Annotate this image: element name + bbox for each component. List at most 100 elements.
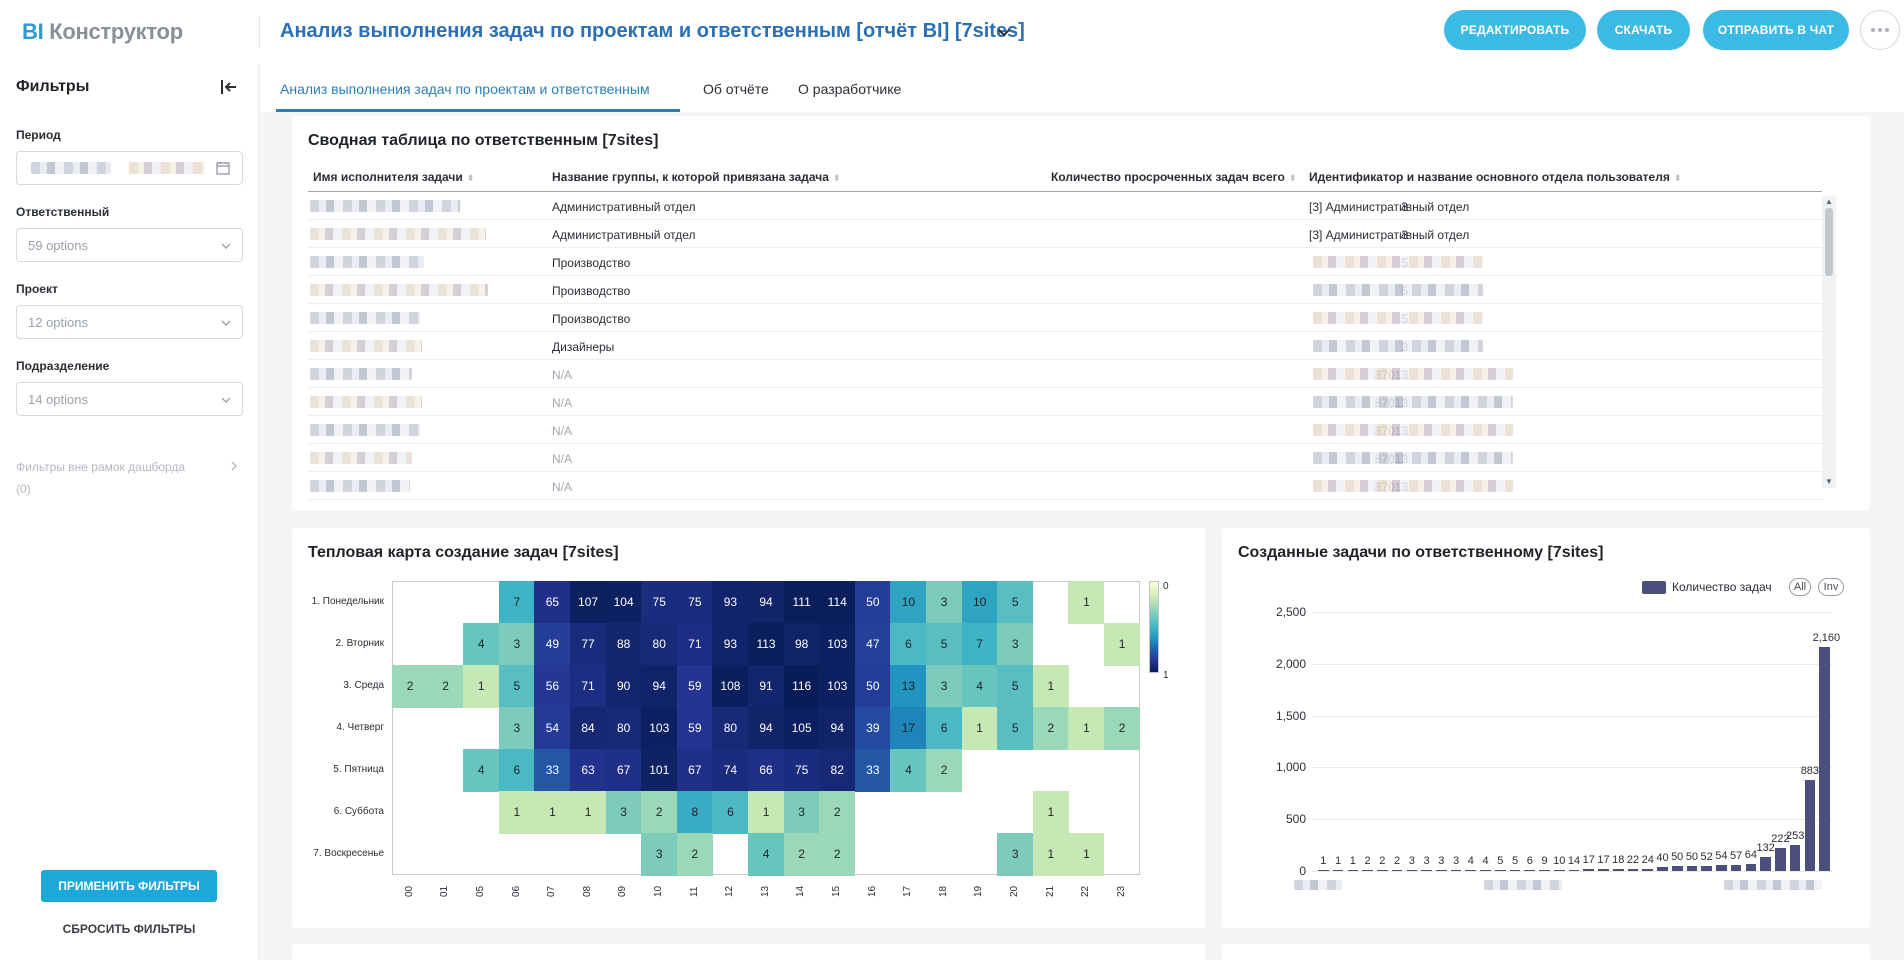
heatmap-cell[interactable]: 2: [819, 833, 856, 876]
heatmap-cell[interactable]: 2: [926, 749, 963, 792]
column-header-overdue[interactable]: Количество просроченных задач всего ⬍: [1051, 170, 1297, 184]
legend-label[interactable]: Количество задач: [1672, 580, 1772, 594]
heatmap-cell[interactable]: 1: [1032, 833, 1069, 876]
table-row[interactable]: N/A87013: [308, 360, 1822, 388]
heatmap-cell[interactable]: 2: [819, 791, 856, 834]
heatmap-cell[interactable]: 66: [748, 749, 785, 792]
bar[interactable]: [1421, 869, 1432, 871]
period-date-range-input[interactable]: [16, 151, 243, 185]
heatmap-cell[interactable]: 74: [712, 749, 749, 792]
heatmap-cell[interactable]: 116: [783, 665, 820, 708]
heatmap-cell[interactable]: 10: [961, 581, 998, 624]
heatmap-cell[interactable]: 47: [854, 623, 891, 666]
bar[interactable]: [1671, 865, 1683, 871]
outer-filters-link[interactable]: Фильтры вне рамок дашборда (0): [16, 456, 237, 500]
heatmap-cell[interactable]: 4: [961, 665, 998, 708]
column-header-department[interactable]: Идентификатор и название основного отдел…: [1309, 170, 1682, 184]
heatmap-cell[interactable]: 6: [498, 749, 535, 792]
edit-button[interactable]: РЕДАКТИРОВАТЬ: [1444, 10, 1586, 50]
heatmap-cell[interactable]: 63: [570, 749, 607, 792]
legend-all-button[interactable]: All: [1789, 578, 1811, 596]
heatmap-cell[interactable]: 13: [890, 665, 927, 708]
scrollbar-thumb[interactable]: [1825, 208, 1833, 276]
heatmap-cell[interactable]: 33: [854, 749, 891, 792]
bar[interactable]: [1775, 848, 1786, 871]
table-row[interactable]: N/A87013: [308, 416, 1822, 444]
legend-invert-button[interactable]: Inv: [1818, 578, 1844, 596]
heatmap-cell[interactable]: 94: [748, 581, 785, 624]
heatmap-cell[interactable]: 1: [1104, 623, 1141, 666]
heatmap-cell[interactable]: 5: [498, 665, 535, 708]
download-button[interactable]: СКАЧАТЬ: [1597, 10, 1690, 50]
bar[interactable]: [1406, 869, 1418, 871]
heatmap-cell[interactable]: 10: [890, 581, 927, 624]
heatmap-cell[interactable]: 93: [712, 581, 749, 624]
heatmap-cell[interactable]: 71: [676, 623, 713, 666]
calendar-icon[interactable]: [216, 161, 230, 175]
heatmap-cell[interactable]: 4: [463, 623, 500, 666]
bar[interactable]: [1494, 869, 1506, 871]
send-to-chat-button[interactable]: ОТПРАВИТЬ В ЧАТ: [1703, 10, 1849, 50]
bar[interactable]: [1627, 868, 1639, 871]
heatmap-cell[interactable]: 113: [748, 623, 785, 666]
heatmap-cell[interactable]: 111: [783, 581, 820, 624]
heatmap-cell[interactable]: 5: [997, 665, 1034, 708]
heatmap-cell[interactable]: 2: [783, 833, 820, 876]
heatmap-cell[interactable]: 77: [570, 623, 607, 666]
tab-analysis[interactable]: Анализ выполнения задач по проектам и от…: [280, 81, 650, 97]
heatmap-cell[interactable]: 17: [890, 707, 927, 750]
heatmap-cell[interactable]: 1: [498, 791, 535, 834]
heatmap-cell[interactable]: 103: [819, 623, 856, 666]
bar[interactable]: [1598, 869, 1609, 871]
heatmap-cell[interactable]: 5: [997, 581, 1034, 624]
bar[interactable]: [1745, 864, 1757, 871]
heatmap-cell[interactable]: 59: [676, 665, 713, 708]
heatmap-cell[interactable]: 108: [712, 665, 749, 708]
heatmap-cell[interactable]: 7: [961, 623, 998, 666]
bar[interactable]: [1716, 865, 1727, 871]
bar[interactable]: [1553, 869, 1565, 871]
heatmap-cell[interactable]: 104: [605, 581, 642, 624]
heatmap-cell[interactable]: 103: [819, 665, 856, 708]
heatmap-cell[interactable]: 75: [783, 749, 820, 792]
table-row[interactable]: Административный отдел 3 [3] Административ…: [308, 220, 1822, 248]
heatmap-cell[interactable]: 1: [534, 791, 571, 834]
more-options-button[interactable]: [1860, 10, 1900, 50]
bar[interactable]: [1657, 866, 1668, 871]
heatmap-cell[interactable]: 5: [997, 707, 1034, 750]
bar[interactable]: [1804, 779, 1816, 871]
heatmap-cell[interactable]: 1: [1068, 707, 1105, 750]
bar[interactable]: [1436, 869, 1447, 871]
heatmap-cell[interactable]: 7: [498, 581, 535, 624]
heatmap-cell[interactable]: 3: [997, 833, 1034, 876]
heatmap-cell[interactable]: 65: [534, 581, 571, 624]
table-row[interactable]: Производство5: [308, 304, 1822, 332]
bar[interactable]: [1332, 869, 1344, 871]
heatmap-cell[interactable]: 2: [1104, 707, 1141, 750]
bar[interactable]: [1642, 868, 1654, 871]
bar[interactable]: [1347, 869, 1359, 871]
heatmap-cell[interactable]: 3: [997, 623, 1034, 666]
heatmap-cell[interactable]: 80: [712, 707, 749, 750]
heatmap-cell[interactable]: 98: [783, 623, 820, 666]
bar[interactable]: [1612, 869, 1624, 871]
table-row[interactable]: Дизайнеры3: [308, 332, 1822, 360]
bar[interactable]: [1730, 865, 1742, 871]
heatmap-cell[interactable]: 3: [498, 623, 535, 666]
tab-about-report[interactable]: Об отчёте: [703, 81, 769, 97]
heatmap-cell[interactable]: 80: [641, 623, 678, 666]
heatmap-cell[interactable]: 90: [605, 665, 642, 708]
heatmap-cell[interactable]: 50: [854, 665, 891, 708]
heatmap-cell[interactable]: 93: [712, 623, 749, 666]
heatmap-cell[interactable]: 2: [641, 791, 678, 834]
bar[interactable]: [1819, 647, 1830, 871]
heatmap-cell[interactable]: 1: [1032, 791, 1069, 834]
scroll-up-icon[interactable]: ▲: [1825, 197, 1833, 206]
heatmap-cell[interactable]: 4: [463, 749, 500, 792]
heatmap-cell[interactable]: 67: [676, 749, 713, 792]
collapse-sidebar-icon[interactable]: [218, 76, 240, 98]
heatmap-cell[interactable]: 2: [1032, 707, 1069, 750]
heatmap-cell[interactable]: 101: [641, 749, 678, 792]
apply-filters-button[interactable]: ПРИМЕНИТЬ ФИЛЬТРЫ: [41, 870, 217, 902]
heatmap-cell[interactable]: 75: [641, 581, 678, 624]
